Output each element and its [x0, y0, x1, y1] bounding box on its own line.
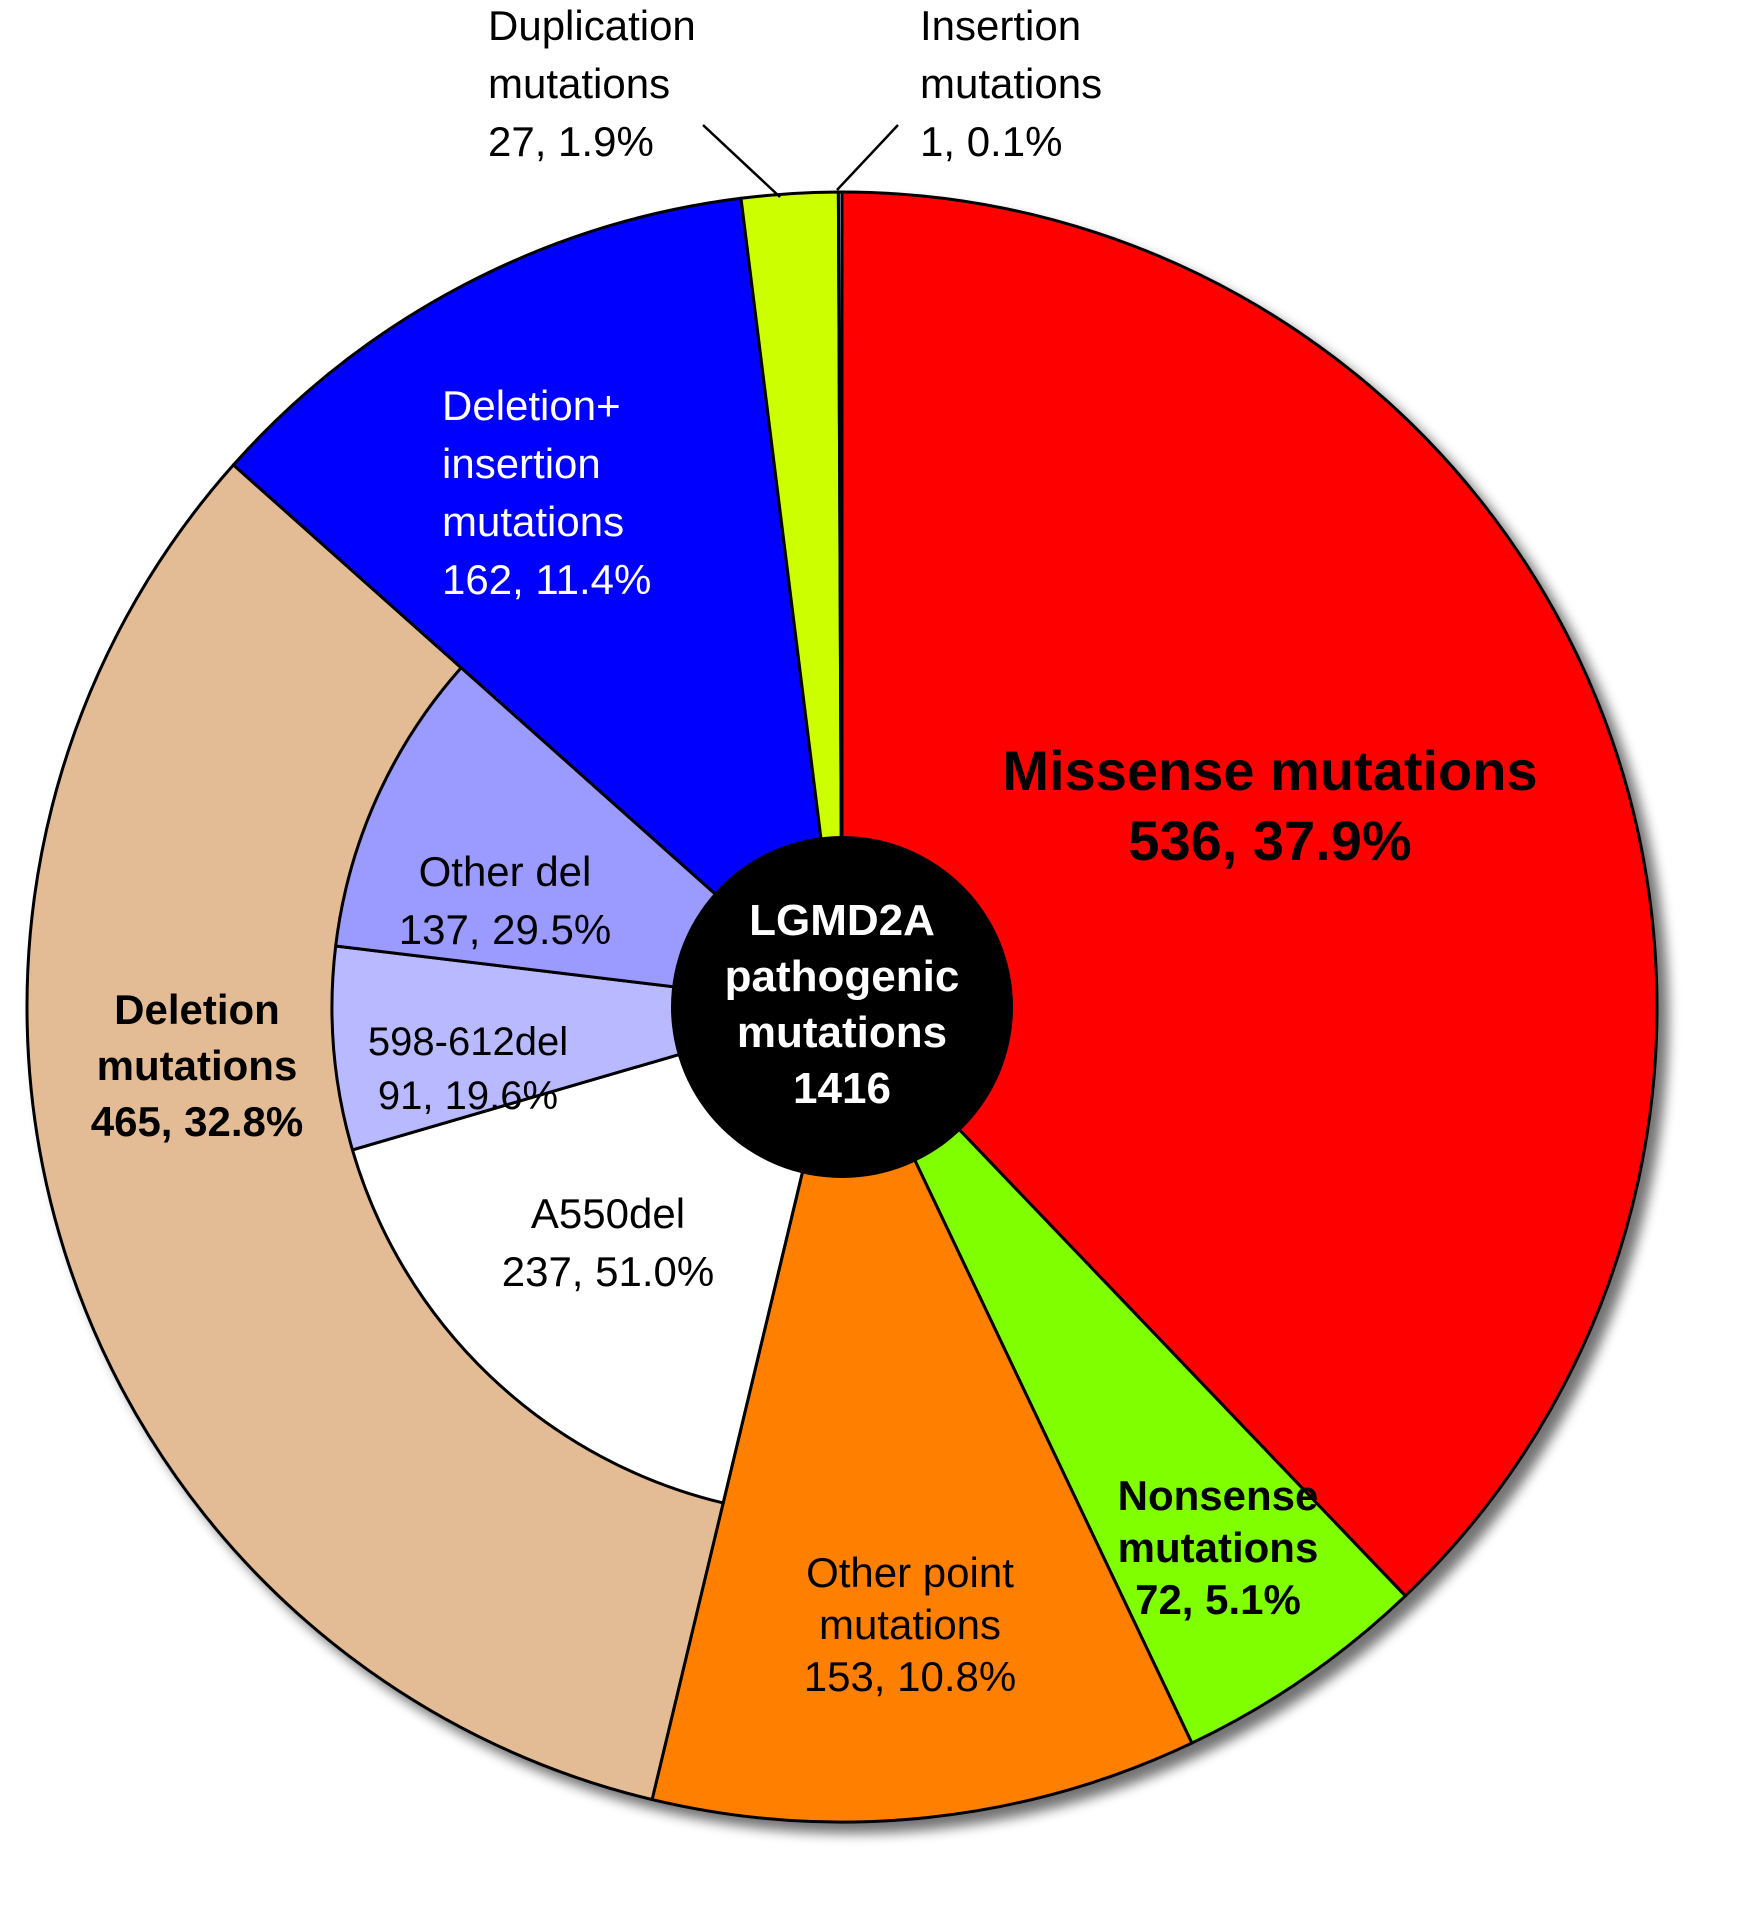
label-line: mutations [1118, 1524, 1319, 1571]
label-other-del: Other del 137, 29.5% [399, 848, 612, 953]
label-line: 91, 19.6% [378, 1074, 558, 1118]
label-line: Other point [806, 1549, 1014, 1596]
slice-a550del [350, 1005, 844, 1505]
label-line: Insertion [920, 2, 1081, 49]
label-line: mutations [442, 498, 624, 545]
center-disc: LGMD2A pathogenic mutations 1416 [671, 836, 1013, 1178]
label-line: 27, 1.9% [488, 118, 654, 165]
center-label-line: 1416 [793, 1064, 891, 1113]
slice-labels: Missense mutations 536, 37.9% Nonsense muta… [91, 2, 1538, 1700]
slice-nonsense-mutations [840, 1005, 1407, 1745]
label-line: 465, 32.8% [91, 1098, 304, 1145]
label-line: 237, 51.0% [502, 1248, 715, 1295]
label-598-612del: 598-612del 91, 19.6% [368, 1020, 568, 1118]
label-other-point-mutations: Other point mutations 153, 10.8% [804, 1549, 1017, 1700]
label-line: 1, 0.1% [920, 118, 1062, 165]
label-line: 162, 11.4% [442, 556, 651, 603]
label-line: Deletion+ [442, 382, 621, 429]
label-missense-mutations: Missense mutations 536, 37.9% [1002, 739, 1537, 872]
center-label-line: mutations [737, 1008, 947, 1057]
label-line: mutations [920, 60, 1102, 107]
label-line: Nonsense [1118, 1472, 1319, 1519]
label-line: mutations [488, 60, 670, 107]
label-line: 598-612del [368, 1020, 568, 1064]
label-line: Missense mutations [1002, 739, 1537, 802]
label-duplication-mutations: Duplication mutations 27, 1.9% [488, 2, 696, 165]
slice-insertion-mutations [836, 190, 844, 1009]
label-line: mutations [819, 1601, 1001, 1648]
slice-other-point-mutations [650, 1005, 1194, 1824]
center-label-line: pathogenic [725, 952, 960, 1001]
slice-deletion-insertion-mutations [231, 196, 844, 1009]
label-deletion-mutations: Deletion mutations 465, 32.8% [91, 986, 304, 1145]
leader-insertion-mutations [836, 124, 899, 191]
slice-missense-mutations [840, 190, 1659, 1598]
label-line: 137, 29.5% [399, 906, 612, 953]
label-deletion-insertion-mutations: Deletion+ insertion mutations 162, 11.4% [442, 382, 651, 603]
label-a550del: A550del 237, 51.0% [502, 1190, 715, 1295]
label-line: A550del [531, 1190, 685, 1237]
label-line: 153, 10.8% [804, 1653, 1017, 1700]
center-label-line: LGMD2A [749, 896, 935, 945]
label-line: Deletion [114, 986, 280, 1033]
label-line: 72, 5.1% [1135, 1576, 1301, 1623]
label-line: Other del [419, 848, 592, 895]
leader-lines [702, 124, 899, 198]
label-line: mutations [97, 1042, 298, 1089]
label-line: Duplication [488, 2, 696, 49]
leader-duplication-mutations [702, 124, 781, 198]
label-insertion-mutations: Insertion mutations 1, 0.1% [920, 2, 1102, 165]
label-line: insertion [442, 440, 601, 487]
label-line: 536, 37.9% [1128, 809, 1411, 872]
center-label: LGMD2A pathogenic mutations 1416 [725, 896, 960, 1113]
label-nonsense-mutations: Nonsense mutations 72, 5.1% [1118, 1472, 1319, 1623]
center-circle [671, 836, 1013, 1178]
